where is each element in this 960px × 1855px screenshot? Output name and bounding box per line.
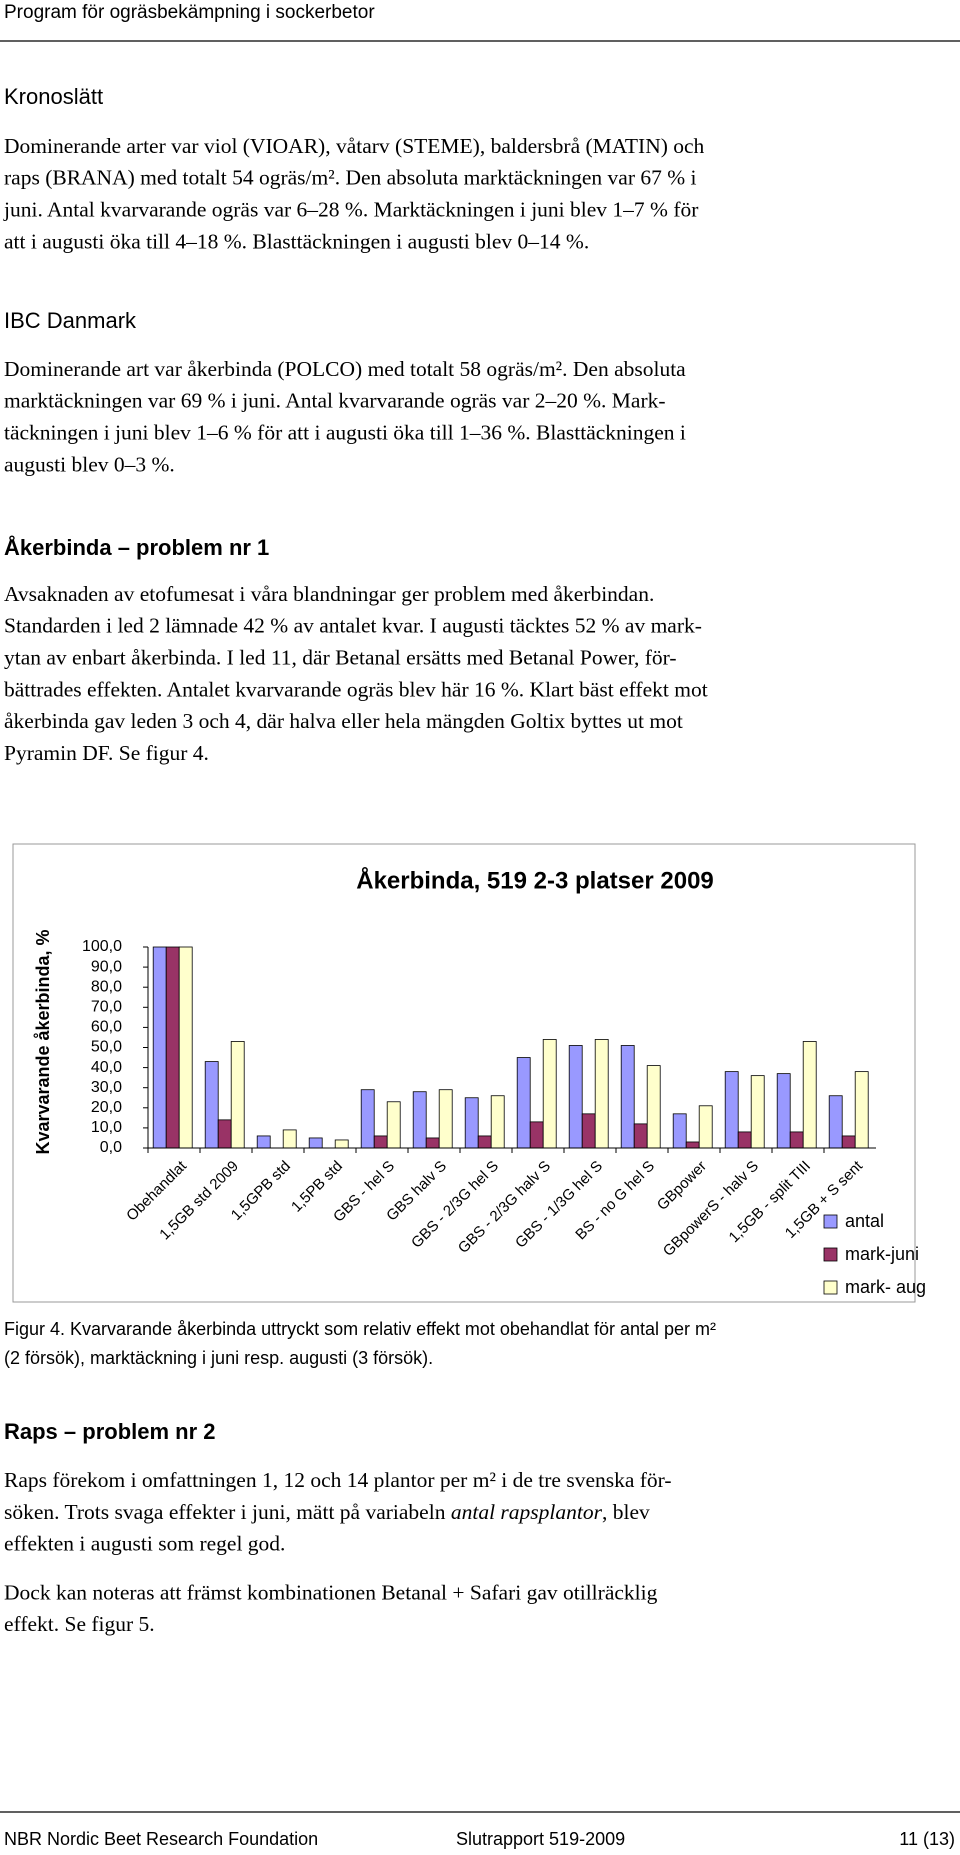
bar bbox=[386, 1101, 401, 1149]
bar bbox=[750, 1075, 765, 1149]
bar bbox=[373, 1135, 388, 1149]
bar bbox=[529, 1121, 544, 1149]
bar bbox=[412, 1091, 427, 1149]
y-tick-label: 60,0 bbox=[91, 1019, 122, 1036]
legend-swatch bbox=[823, 1280, 838, 1295]
text-line: raps (BRANA) med totalt 54 ogräs/m². Den… bbox=[4, 166, 697, 190]
text-line: ytan av enbart åkerbinda. I led 11, där … bbox=[4, 646, 677, 670]
bar bbox=[594, 1039, 609, 1149]
y-tick-label: 70,0 bbox=[91, 999, 122, 1016]
text-line: att i augusti öka till 4–18 %. Blasttäck… bbox=[4, 229, 589, 253]
bar bbox=[581, 1113, 596, 1149]
bar bbox=[308, 1137, 323, 1149]
bar bbox=[477, 1135, 492, 1149]
text-line: täckningen i juni blev 1–6 % för att i a… bbox=[4, 421, 686, 445]
bar bbox=[568, 1045, 583, 1149]
legend-label: mark- aug bbox=[845, 1277, 926, 1297]
text-line: Standarden i led 2 lämnade 42 % av antal… bbox=[4, 614, 702, 638]
bar bbox=[230, 1041, 245, 1149]
text-line: Pyramin DF. Se figur 4. bbox=[4, 741, 209, 765]
text-line: Raps förekom i omfattningen 1, 12 och 14… bbox=[4, 1468, 672, 1492]
bar bbox=[724, 1071, 739, 1149]
legend-swatch bbox=[823, 1214, 838, 1229]
bar bbox=[490, 1095, 505, 1149]
bar bbox=[165, 946, 180, 1149]
bar bbox=[204, 1061, 219, 1149]
y-tick-label: 100,0 bbox=[82, 938, 122, 955]
bar bbox=[152, 946, 167, 1149]
footer-left: NBR Nordic Beet Research Foundation bbox=[4, 1829, 318, 1849]
legend-label: antal bbox=[845, 1211, 884, 1231]
section-heading: Raps – problem nr 2 bbox=[4, 1419, 216, 1444]
text-line: juni. Antal kvarvarande ogräs var 6–28 %… bbox=[3, 198, 698, 222]
section-heading: IBC Danmark bbox=[4, 308, 137, 333]
y-tick-label: 10,0 bbox=[91, 1119, 122, 1136]
bar bbox=[620, 1045, 635, 1149]
text-span: , blev bbox=[602, 1500, 650, 1524]
bar bbox=[828, 1095, 843, 1149]
bar bbox=[178, 946, 193, 1149]
bar bbox=[685, 1141, 700, 1149]
footer-center: Slutrapport 519-2009 bbox=[456, 1829, 625, 1849]
section-heading: Kronoslätt bbox=[4, 84, 103, 109]
text-line: Dominerande arter var viol (VIOAR), våta… bbox=[4, 134, 705, 158]
bar bbox=[334, 1139, 349, 1149]
bar bbox=[802, 1041, 817, 1149]
text-line: söken. Trots svaga effekter i juni, mätt… bbox=[4, 1500, 650, 1524]
bar bbox=[464, 1097, 479, 1149]
bar bbox=[854, 1071, 869, 1149]
figure-caption: (2 försök), marktäckning i juni resp. au… bbox=[4, 1348, 433, 1368]
bar bbox=[737, 1131, 752, 1149]
header-title: Program för ogräsbekämpning i sockerbeto… bbox=[4, 2, 375, 23]
text-line: åkerbinda gav leden 3 och 4, där halva e… bbox=[4, 709, 683, 733]
emphasis: antal rapsplantor bbox=[451, 1500, 603, 1524]
bar bbox=[256, 1135, 271, 1149]
bar bbox=[841, 1135, 856, 1149]
bar bbox=[646, 1065, 661, 1149]
text-line: augusti blev 0–3 %. bbox=[4, 452, 175, 476]
y-tick-label: 20,0 bbox=[91, 1099, 122, 1116]
bar bbox=[776, 1073, 791, 1149]
text-line: marktäckningen var 69 % i juni. Antal kv… bbox=[4, 389, 666, 413]
text-line: effekten i augusti som regel god. bbox=[4, 1532, 285, 1556]
text-line: Dominerande art var åkerbinda (POLCO) me… bbox=[4, 357, 686, 381]
legend-swatch bbox=[823, 1247, 838, 1262]
bar bbox=[438, 1089, 453, 1149]
y-tick-label: 50,0 bbox=[91, 1039, 122, 1056]
footer-right: 11 (13) bbox=[899, 1829, 955, 1849]
bar bbox=[217, 1119, 232, 1149]
bar bbox=[282, 1129, 297, 1149]
bar bbox=[360, 1089, 375, 1149]
bar bbox=[425, 1137, 440, 1149]
text-span: söken. Trots svaga effekter i juni, mätt… bbox=[4, 1500, 451, 1524]
y-axis-title: Kvarvarande åkerbinda, % bbox=[33, 929, 53, 1154]
bar bbox=[633, 1123, 648, 1149]
bar bbox=[698, 1105, 713, 1149]
text-line: effekt. Se figur 5. bbox=[4, 1612, 155, 1636]
y-tick-label: 80,0 bbox=[91, 978, 122, 995]
bar bbox=[789, 1131, 804, 1149]
y-tick-label: 30,0 bbox=[91, 1079, 122, 1096]
bar bbox=[516, 1057, 531, 1149]
figure-caption: Figur 4. Kvarvarande åkerbinda uttryckt … bbox=[4, 1319, 716, 1339]
section-heading: Åkerbinda – problem nr 1 bbox=[4, 534, 269, 560]
bar bbox=[672, 1113, 687, 1149]
y-tick-label: 90,0 bbox=[91, 958, 122, 975]
bar bbox=[542, 1039, 557, 1149]
text-line: Dock kan noteras att främst kombinatione… bbox=[4, 1580, 658, 1604]
text-line: Avsaknaden av etofumesat i våra blandnin… bbox=[4, 582, 654, 606]
y-tick-label: 40,0 bbox=[91, 1059, 122, 1076]
legend-label: mark-juni bbox=[845, 1244, 919, 1264]
y-tick-label: 0,0 bbox=[100, 1139, 122, 1156]
chart-title: Åkerbinda, 519 2-3 platser 2009 bbox=[356, 866, 714, 894]
text-line: bättrades effekten. Antalet kvarvarande … bbox=[4, 677, 708, 701]
